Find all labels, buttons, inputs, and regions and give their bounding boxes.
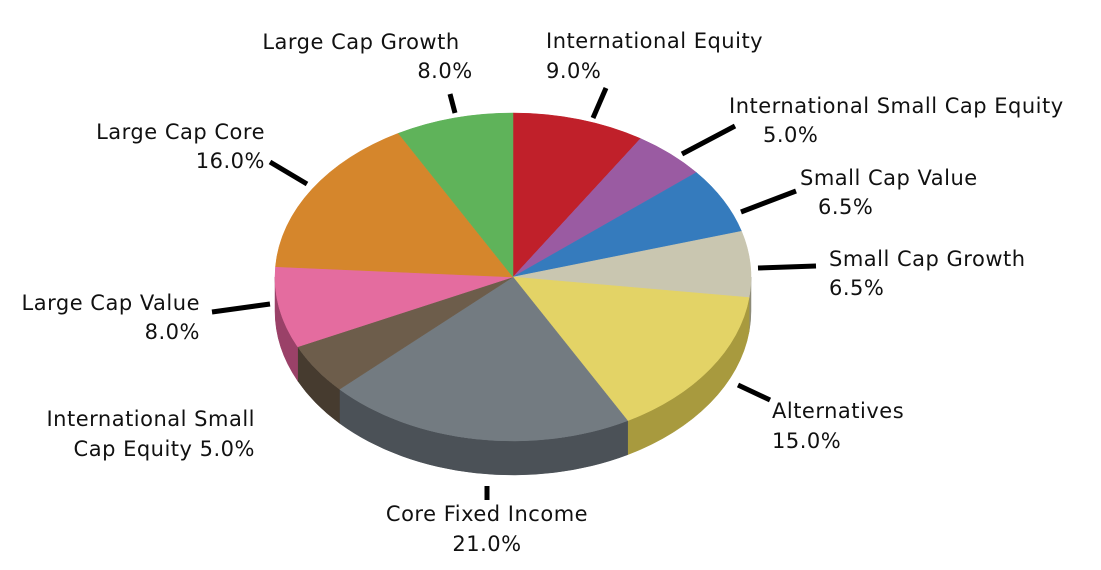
pie-slice-large-cap-growth-8-0: [397, 112, 514, 278]
slice-label-core-fixed-income-21-0: Core Fixed Income: [386, 502, 588, 526]
slice-label-large-cap-core-16-0: Large Cap Core: [96, 120, 265, 144]
pie-slice-international-equity-9-0: [512, 112, 641, 278]
leader-line-small-cap-growth-6-5: [757, 263, 817, 271]
slice-label-international-small-cap-equity-5-0: International Small: [46, 407, 255, 431]
slice-value-label-international-equity-9-0: 9.0%: [546, 59, 601, 83]
slice-value-label-small-cap-value-6-5: 6.5%: [818, 195, 873, 219]
pie-slice-large-cap-core-16-0: [275, 132, 514, 278]
pie-slices-layer: [274, 112, 752, 442]
slice-value-label-international-small-cap-equity-5-0: Cap Equity 5.0%: [74, 437, 255, 461]
slice-label-international-equity-9-0: International Equity: [546, 29, 763, 53]
pie-slice-core-fixed-income-21-0: [339, 276, 629, 442]
leader-line-international-small-cap-equity-5-0: [680, 123, 737, 157]
slice-value-label-small-cap-growth-6-5: 6.5%: [829, 276, 884, 300]
leader-line-international-equity-9-0: [590, 87, 609, 119]
pie-slice-large-cap-value-8-0: [274, 266, 514, 348]
leader-line-small-cap-value-6-5: [740, 188, 797, 215]
leader-lines-layer: [211, 87, 817, 500]
leader-line-large-cap-value-8-0: [211, 301, 271, 315]
slice-value-label-alternatives-15-0: 15.0%: [772, 429, 841, 453]
slice-label-international-small-cap-equity-5-0: International Small Cap Equity: [729, 94, 1064, 118]
pie-slice-alternatives-15-0: [512, 276, 750, 422]
slice-value-label-core-fixed-income-21-0: 21.0%: [452, 532, 521, 556]
slice-value-label-large-cap-growth-8-0: 8.0%: [417, 59, 472, 83]
leader-line-alternatives-15-0: [736, 382, 772, 403]
leader-line-large-cap-core-16-0: [268, 159, 309, 187]
slice-label-small-cap-value-6-5: Small Cap Value: [800, 166, 978, 190]
slice-value-label-large-cap-core-16-0: 16.0%: [196, 149, 265, 173]
slice-labels-layer: International Equity 9.0% International Sm…: [22, 29, 1064, 556]
slice-value-label-large-cap-value-8-0: 8.0%: [145, 320, 200, 344]
slice-label-small-cap-growth-6-5: Small Cap Growth: [829, 247, 1026, 271]
slice-value-label-international-small-cap-equity-5-0: 5.0%: [763, 123, 818, 147]
slice-label-large-cap-growth-8-0: Large Cap Growth: [262, 30, 459, 54]
leader-line-large-cap-growth-8-0: [447, 93, 458, 114]
slice-label-alternatives-15-0: Alternatives: [772, 399, 904, 423]
slice-label-large-cap-value-8-0: Large Cap Value: [22, 291, 200, 315]
